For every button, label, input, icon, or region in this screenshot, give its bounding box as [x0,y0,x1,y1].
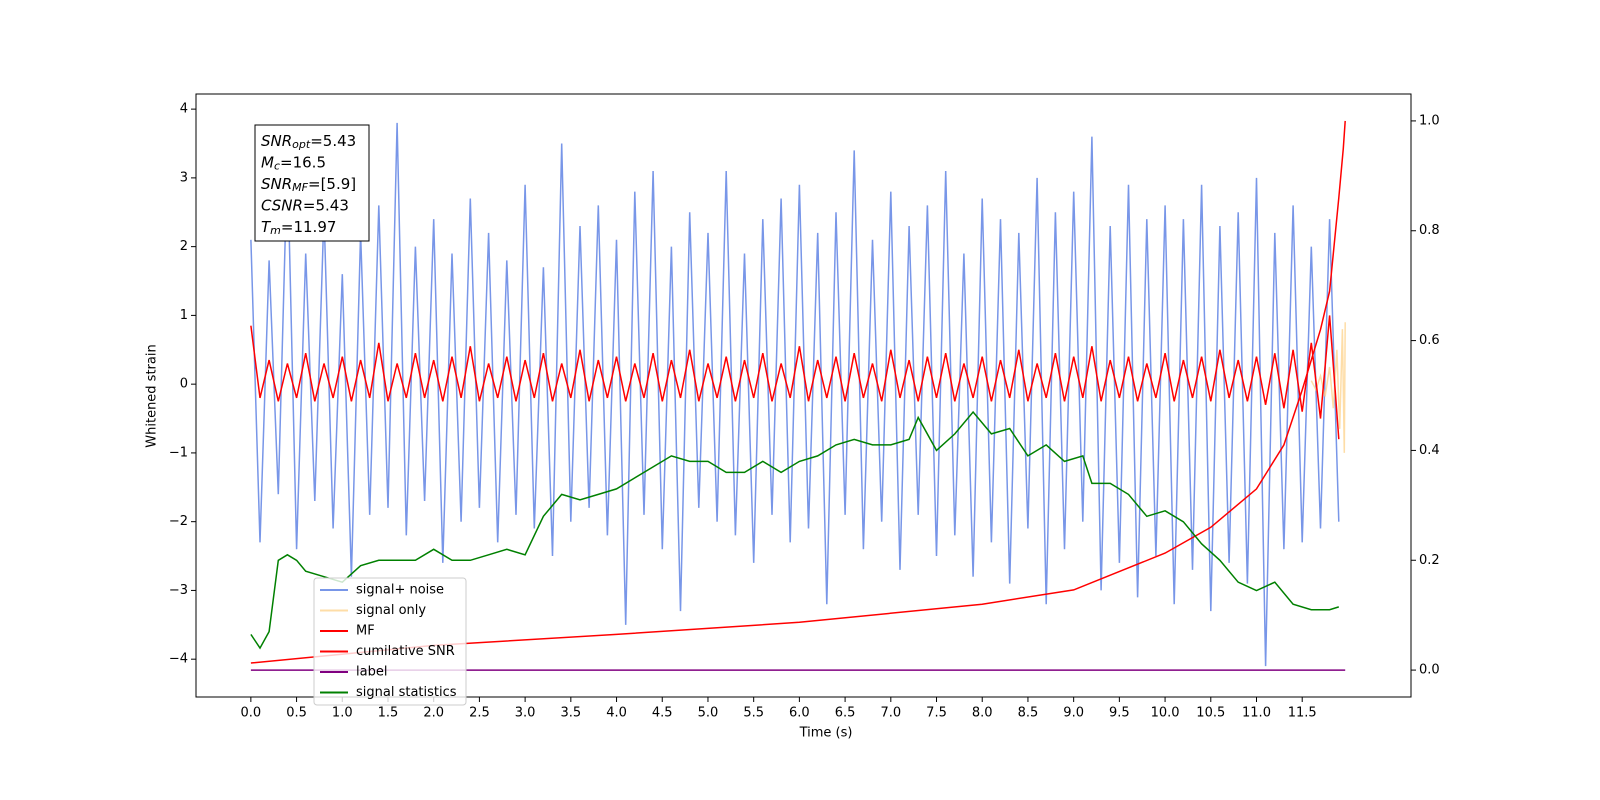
legend-label: signal+ noise [356,583,444,598]
annotation-symbol: SNR [261,132,292,150]
series-line [250,120,1346,664]
x-tick-label: 7.0 [880,706,901,721]
x-tick-label: 2.5 [469,706,490,721]
annotation-box [254,124,370,242]
y2-tick-label: 1.0 [1419,113,1440,128]
annotation-text: =16.5 [280,153,326,171]
series-line [250,315,1340,440]
x-tick-label: 5.5 [743,706,764,721]
y2-tick-label: 0.6 [1419,333,1440,348]
x-tick-label: 6.5 [835,706,856,721]
y-tick-label: 1 [180,308,188,323]
series-line [250,410,1340,650]
series-line [250,122,1340,667]
annotation-text: =[5.9] [308,175,356,193]
x-tick-label: 0.0 [241,706,262,721]
y-tick-label: 3 [180,170,188,185]
annotation: CSNR=5.43 [261,196,349,214]
y2-tick-label: 0.4 [1419,443,1440,458]
x-tick-label: 4.0 [606,706,627,721]
annotation-subscript: opt [292,138,311,151]
annotation-subscript: c [274,160,280,173]
x-tick-label: 8.0 [972,706,993,721]
y2-tick-label: 0.8 [1419,223,1440,238]
x-tick-label: 7.5 [926,706,947,721]
annotation-text: =5.43 [303,196,349,214]
x-tick-label: 11.0 [1242,706,1271,721]
x-tick-label: 2.0 [423,706,444,721]
annotation-text: =5.43 [310,132,356,150]
x-tick-label: 11.5 [1288,706,1317,721]
annotation-text: =11.97 [281,218,337,236]
x-tick-label: 5.0 [698,706,719,721]
annotation: Tm=11.97 [261,218,336,238]
y-tick-label: −2 [169,514,188,529]
y2-tick-label: 0.2 [1419,553,1440,568]
x-tick-label: 6.0 [789,706,810,721]
y-tick-label: −3 [169,583,188,598]
annotation-symbol: CSNR [261,196,303,214]
y-axis-label: Whitened strain [145,344,160,447]
legend-box [313,577,467,706]
annotation-symbol: M [261,153,274,171]
annotation: SNRMF=[5.9] [261,175,356,195]
legend-label: cumilative SNR [356,644,455,659]
y-tick-label: −1 [169,445,188,460]
annotation-symbol: SNR [261,175,292,193]
x-axis-label: Time (s) [799,726,853,741]
x-tick-label: 1.0 [332,706,353,721]
x-tick-label: 0.5 [286,706,307,721]
x-tick-label: 9.0 [1063,706,1084,721]
x-tick-label: 4.5 [652,706,673,721]
legend-label: signal only [356,603,426,618]
x-tick-label: 10.5 [1196,706,1225,721]
x-tick-label: 1.5 [378,706,399,721]
y2-tick-label: 0.0 [1419,663,1440,678]
annotation-subscript: m [270,224,281,237]
annotation: Mc=16.5 [261,153,326,173]
annotation-subscript: MF [292,181,308,194]
legend-label: label [356,665,387,680]
x-tick-label: 9.5 [1109,706,1130,721]
legend-label: signal statistics [356,685,457,700]
legend-label: MF [356,624,375,639]
annotation: SNRopt=5.43 [261,132,356,152]
series-line [1310,322,1346,453]
x-tick-label: 10.0 [1151,706,1180,721]
x-tick-label: 8.5 [1018,706,1039,721]
y-tick-label: −4 [169,652,188,667]
annotation-symbol: T [261,218,272,236]
y-tick-label: 4 [180,102,188,117]
plot-frame [195,93,1412,698]
y-tick-label: 0 [180,377,188,392]
x-tick-label: 3.5 [560,706,581,721]
x-tick-label: 3.0 [515,706,536,721]
y-tick-label: 2 [180,239,188,254]
